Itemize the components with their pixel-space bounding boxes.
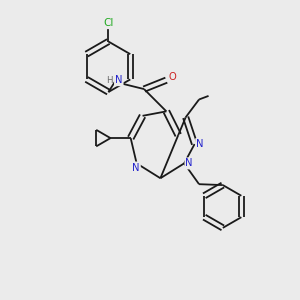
Text: Cl: Cl [103, 18, 114, 28]
Text: O: O [168, 72, 176, 82]
Text: N: N [185, 158, 193, 168]
Text: N: N [196, 139, 204, 149]
Text: H: H [106, 76, 112, 85]
Text: N: N [132, 163, 140, 172]
Text: N: N [115, 75, 122, 85]
